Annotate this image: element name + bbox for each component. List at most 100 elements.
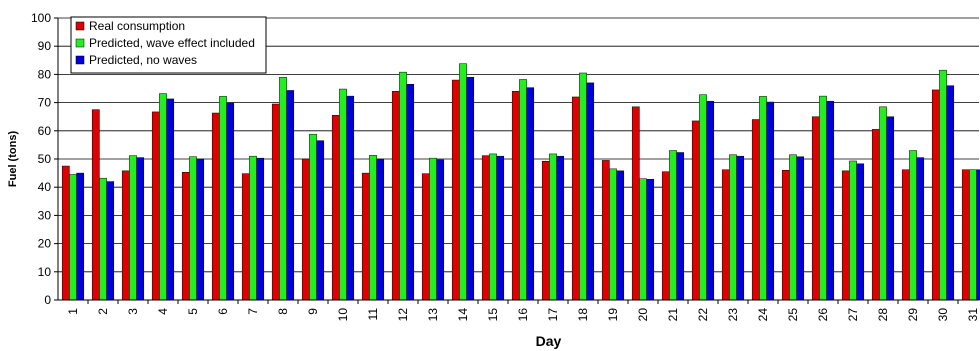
bar-day-9-series-0 — [301, 158, 310, 301]
y-tick-label: 80 — [38, 67, 52, 81]
y-tick-label: 40 — [38, 180, 52, 194]
bar-day-23-series-0 — [721, 169, 730, 301]
x-axis-title: Day — [536, 333, 562, 349]
bar-day-20-series-2 — [646, 179, 655, 301]
x-tick-label: 19 — [606, 308, 620, 322]
bar-day-8-series-1 — [279, 76, 287, 301]
bar-day-20-series-1 — [639, 178, 647, 301]
bar-day-21-series-2 — [676, 152, 685, 301]
bar-day-25-series-0 — [781, 170, 790, 301]
bar-day-24-series-1 — [759, 96, 767, 301]
bar-day-1-series-1 — [69, 174, 77, 301]
x-axis-ticks: 1 2 3 4 5 6 7 8 9 10 11 12 13 14 15 16 17 18 19 20 21 22 23 24 2… — [66, 300, 980, 321]
bar-day-31-series-1 — [969, 169, 977, 301]
y-tick-label: 30 — [38, 208, 52, 222]
bar-day-11-series-0 — [361, 172, 370, 301]
bar-day-11-series-1 — [369, 155, 377, 301]
x-tick-label: 1 — [66, 308, 80, 315]
bar-day-19-series-1 — [609, 168, 617, 301]
bar-day-27-series-1 — [849, 160, 857, 301]
bar-day-7-series-0 — [241, 173, 250, 301]
bar-day-24-series-0 — [751, 119, 760, 301]
bar-day-16-series-2 — [526, 87, 535, 301]
x-tick-label: 14 — [456, 308, 470, 322]
bar-day-18-series-0 — [571, 96, 580, 301]
x-tick-label: 24 — [756, 308, 770, 322]
y-tick-label: 50 — [38, 152, 52, 166]
bar-day-5-series-0 — [181, 172, 190, 301]
bar-day-22-series-1 — [699, 94, 707, 301]
bar-day-7-series-1 — [249, 155, 257, 301]
bar-day-27-series-0 — [841, 170, 850, 301]
bar-day-26-series-2 — [826, 100, 835, 301]
x-tick-label: 8 — [276, 308, 290, 315]
bar-day-23-series-2 — [736, 155, 745, 301]
bar-day-9-series-2 — [316, 140, 325, 301]
bar-day-17-series-2 — [556, 155, 565, 301]
bar-day-6-series-1 — [219, 96, 227, 301]
bar-day-8-series-0 — [271, 103, 280, 301]
legend: Real consumption Predicted, wave effect … — [70, 16, 267, 74]
bar-day-14-series-0 — [451, 79, 460, 301]
y-axis-ticks: 0 10 20 30 40 50 60 70 80 90 100 — [31, 11, 58, 307]
y-tick-label: 60 — [38, 124, 52, 138]
bar-day-10-series-0 — [331, 115, 340, 301]
bar-day-2-series-0 — [91, 109, 100, 301]
x-tick-label: 30 — [936, 308, 950, 322]
bar-day-29-series-0 — [901, 169, 910, 301]
x-tick-label: 3 — [126, 308, 140, 315]
y-tick-label: 0 — [44, 293, 51, 307]
bar-day-3-series-0 — [121, 170, 130, 301]
bar-day-20-series-0 — [631, 106, 640, 301]
bar-day-6-series-2 — [226, 102, 235, 301]
x-tick-label: 12 — [396, 308, 410, 322]
bar-day-14-series-2 — [466, 76, 475, 301]
bar-day-8-series-2 — [286, 90, 295, 301]
bar-day-25-series-1 — [789, 154, 797, 301]
x-tick-label: 23 — [726, 308, 740, 322]
bar-day-13-series-0 — [421, 173, 430, 301]
bar-day-30-series-2 — [946, 85, 955, 301]
bar-day-10-series-1 — [339, 88, 347, 301]
bar-day-29-series-2 — [916, 157, 925, 301]
bar-day-19-series-0 — [601, 160, 610, 301]
bar-day-5-series-1 — [189, 156, 197, 301]
x-tick-label: 9 — [306, 308, 320, 315]
bar-day-17-series-0 — [541, 161, 550, 301]
bar-day-31-series-0 — [961, 169, 970, 301]
bar-day-19-series-2 — [616, 170, 625, 301]
bar-day-6-series-0 — [211, 112, 220, 301]
bar-day-26-series-1 — [819, 95, 827, 301]
y-tick-label: 10 — [38, 265, 52, 279]
bar-day-13-series-1 — [429, 157, 437, 301]
bar-day-16-series-1 — [519, 79, 527, 301]
x-tick-label: 5 — [186, 308, 200, 315]
y-axis-title: Fuel (tons) — [7, 131, 19, 188]
bar-day-28-series-0 — [871, 129, 880, 301]
bar-day-7-series-2 — [256, 157, 265, 301]
bar-day-1-series-0 — [61, 165, 70, 301]
bar-day-11-series-2 — [376, 158, 385, 301]
x-tick-label: 7 — [246, 308, 260, 315]
bar-day-28-series-2 — [886, 116, 895, 301]
x-tick-label: 29 — [906, 308, 920, 322]
x-tick-label: 17 — [546, 308, 560, 322]
bar-day-9-series-1 — [309, 133, 317, 301]
bar-day-29-series-1 — [909, 150, 917, 301]
bar-day-16-series-0 — [511, 91, 520, 301]
legend-label-predicted-with-waves: Predicted, wave effect included — [89, 36, 255, 50]
bar-day-15-series-2 — [496, 155, 505, 301]
bar-day-28-series-1 — [879, 106, 887, 301]
bar-day-4-series-0 — [151, 111, 160, 301]
legend-swatch-predicted-with-waves — [75, 38, 85, 48]
bar-day-30-series-1 — [939, 69, 947, 301]
x-tick-label: 31 — [966, 308, 980, 322]
y-tick-label: 90 — [38, 39, 52, 53]
y-tick-label: 100 — [31, 11, 51, 25]
x-tick-label: 15 — [486, 308, 500, 322]
bar-day-5-series-2 — [196, 158, 205, 301]
x-tick-label: 22 — [696, 308, 710, 322]
bar-day-26-series-0 — [811, 116, 820, 301]
bar-day-14-series-1 — [459, 63, 467, 301]
